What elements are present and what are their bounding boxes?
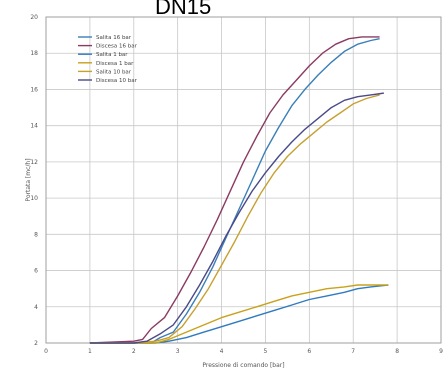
x-tick-label: 7 <box>351 348 355 355</box>
series-line-3 <box>89 284 389 344</box>
series-line-6 <box>89 92 384 344</box>
series-line-2 <box>89 36 380 344</box>
y-tick-label: 8 <box>34 231 38 238</box>
series-line-4 <box>89 284 389 344</box>
y-tick-label: 10 <box>30 195 38 202</box>
y-tick-label: 4 <box>34 304 38 311</box>
x-tick-label: 1 <box>88 348 92 355</box>
x-tick-label: 8 <box>395 348 399 355</box>
legend-entry: Salita 1 bar <box>96 52 128 58</box>
x-tick-label: 5 <box>264 348 268 355</box>
x-axis-label: Pressione di comando [bar] <box>202 362 284 369</box>
y-axis-label: Portata [mc/h] <box>25 158 32 201</box>
x-tick-label: 0 <box>44 348 48 355</box>
legend-entry: Discesa 1 bar <box>96 61 134 67</box>
x-tick-label: 4 <box>220 348 224 355</box>
y-tick-label: 18 <box>30 50 38 57</box>
series-line-5 <box>89 94 380 344</box>
plot-frame <box>45 16 442 344</box>
y-tick-label: 12 <box>30 159 38 166</box>
x-tick-label: 2 <box>132 348 136 355</box>
legend-entry: Discesa 10 bar <box>96 78 138 84</box>
legend-entry: Salita 16 bar <box>96 35 132 41</box>
y-tick-label: 20 <box>30 14 38 21</box>
x-tick-label: 3 <box>176 348 180 355</box>
y-tick-label: 2 <box>34 340 38 347</box>
series-line-1 <box>89 38 380 344</box>
series-lines <box>89 36 389 344</box>
y-tick-label: 6 <box>34 268 38 275</box>
legend: Salita 16 bar Discesa 16 bar Salita 1 bar D… <box>78 35 138 84</box>
x-tick-label: 9 <box>439 348 443 355</box>
y-tick-label: 14 <box>30 123 38 130</box>
x-tick-label: 6 <box>307 348 311 355</box>
legend-entry: Salita 10 bar <box>96 69 132 75</box>
chart-title: DN15 <box>155 0 212 19</box>
legend-entry: Discesa 16 bar <box>96 44 138 50</box>
y-tick-label: 16 <box>30 86 38 93</box>
